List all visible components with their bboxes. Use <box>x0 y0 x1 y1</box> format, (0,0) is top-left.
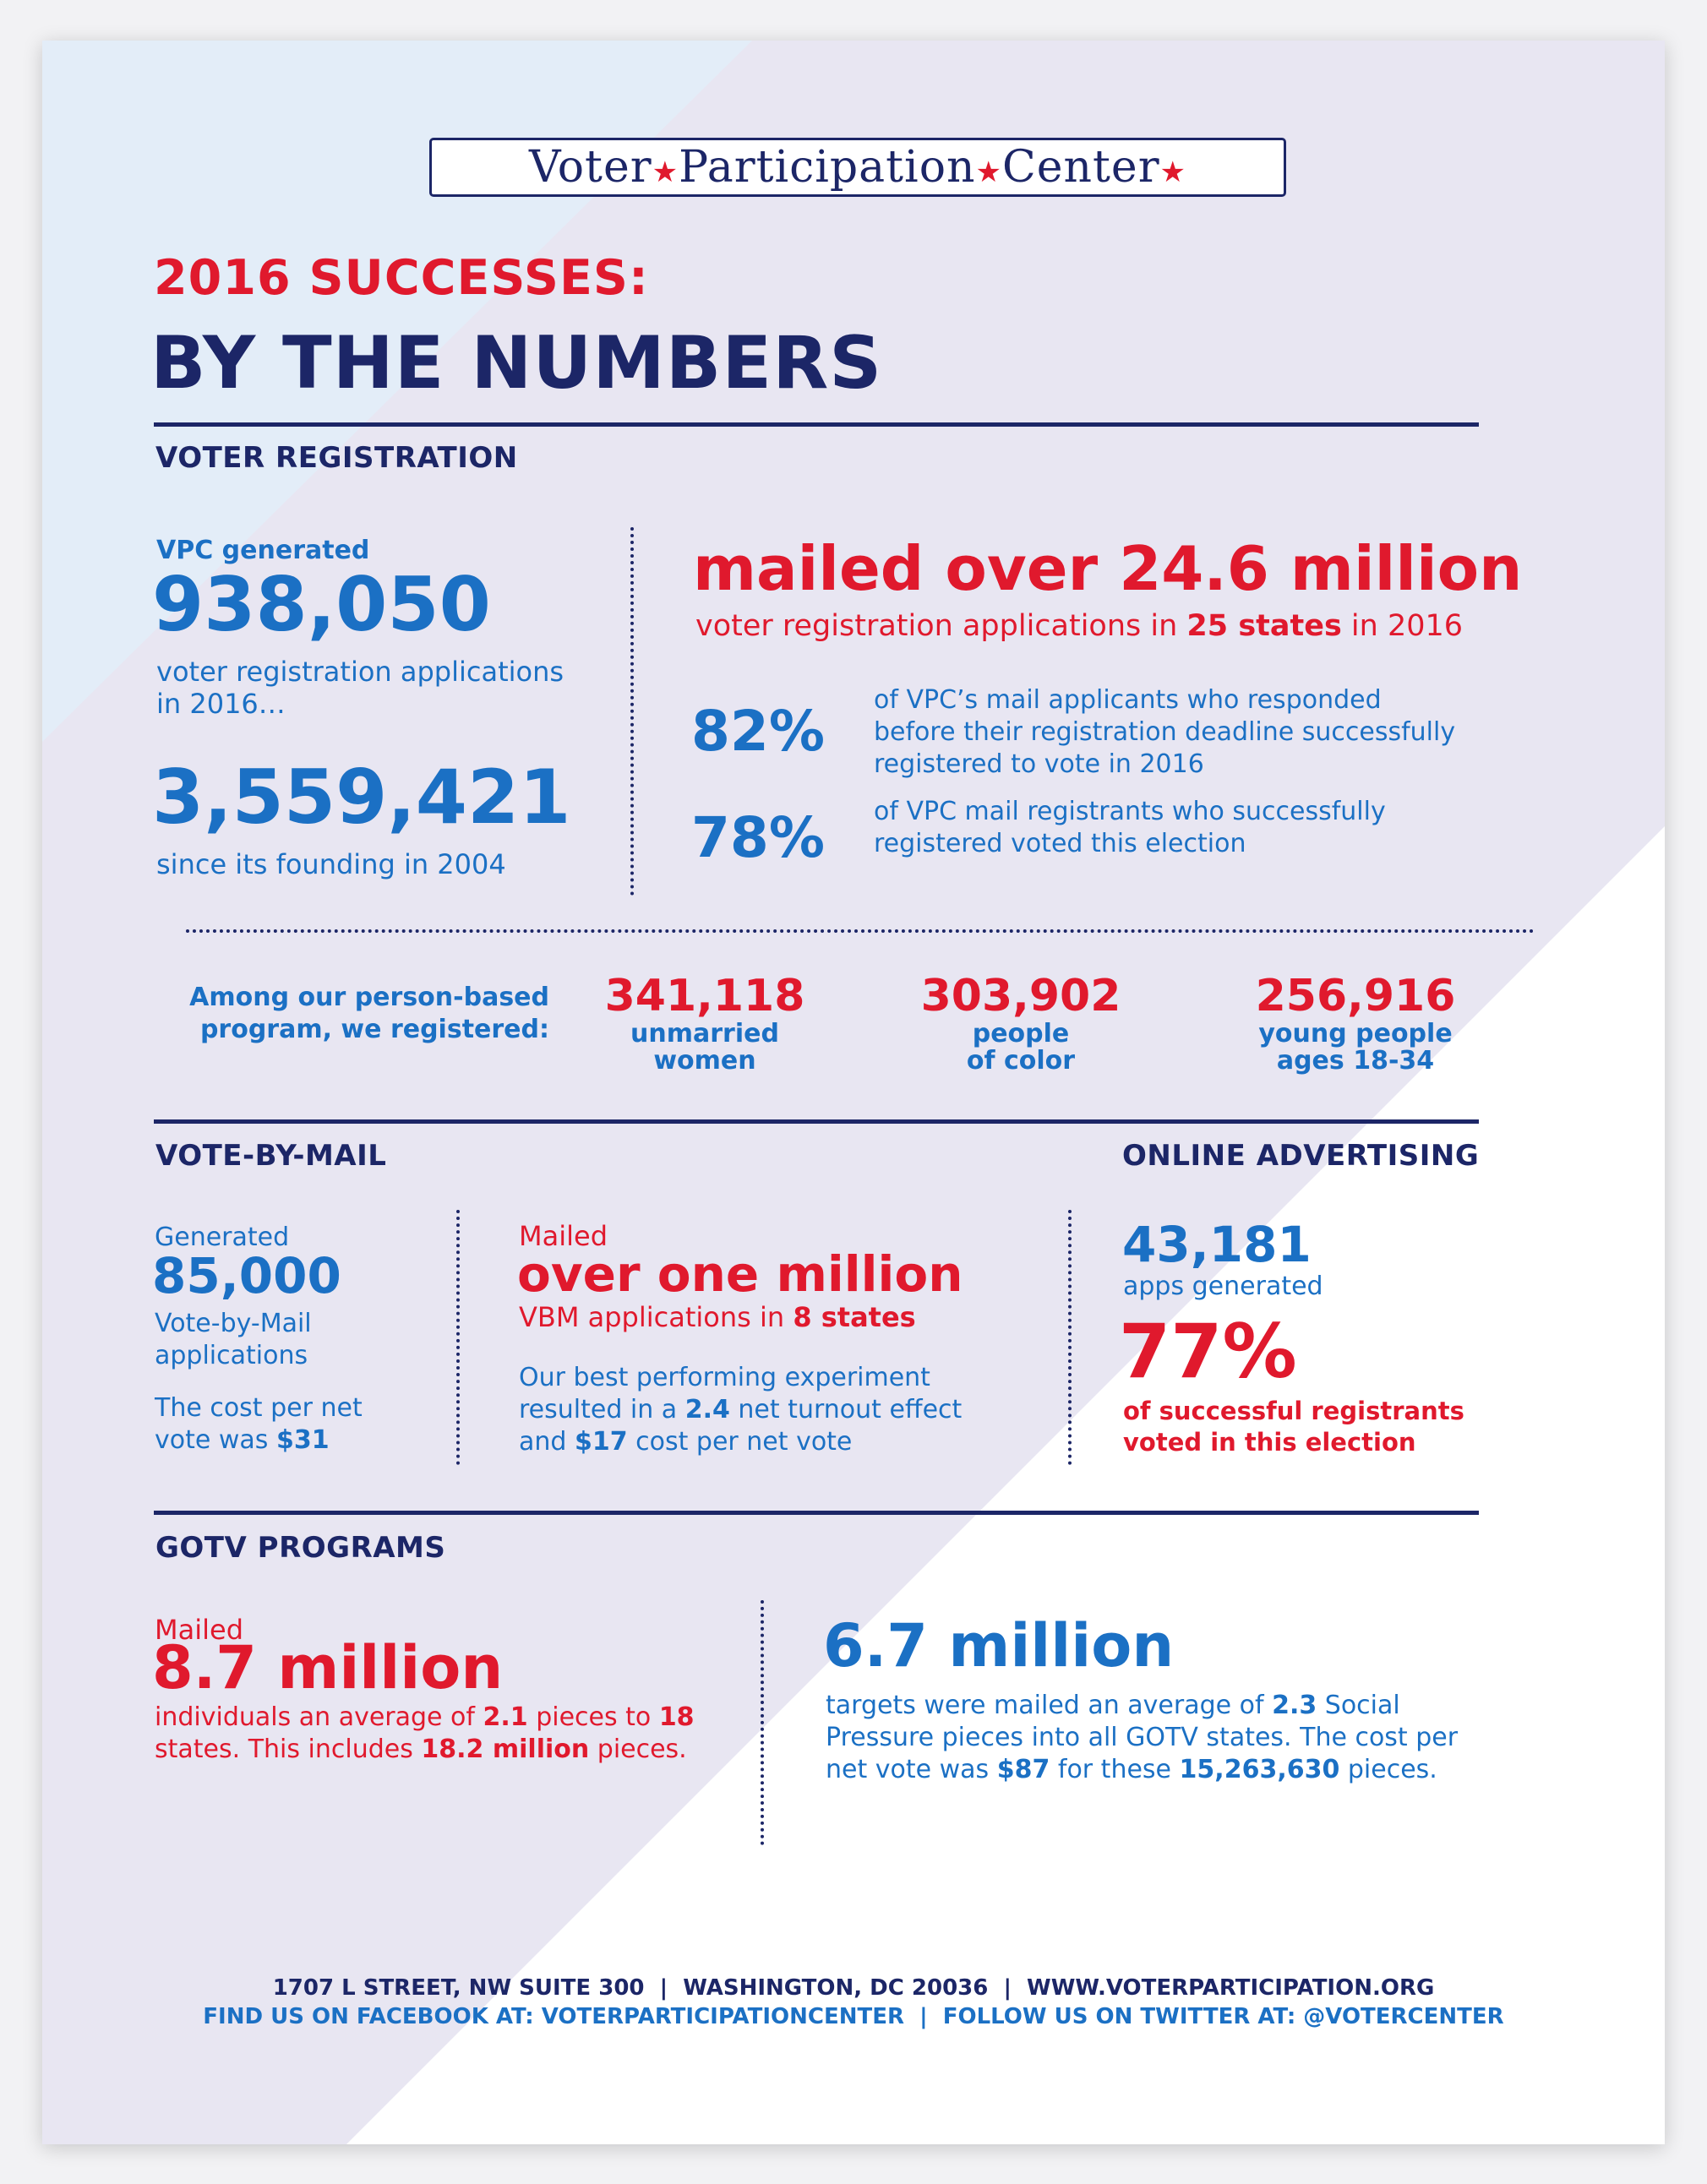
vbm-mailed-label: Mailed <box>519 1220 608 1252</box>
person-based-intro: Among our person-based program, we regis… <box>189 983 549 1044</box>
group-people-of-color: 303,902 people of color <box>894 972 1148 1075</box>
vbm-generated-label: Generated <box>155 1223 290 1252</box>
group-label: people of color <box>966 1019 1076 1076</box>
since-founding-desc: since its founding in 2004 <box>156 848 506 880</box>
footer-address: 1707 L STREET, NW SUITE 300 | WASHINGTON… <box>272 1975 1435 2001</box>
stat-82-value: 82% <box>691 699 825 764</box>
group-value: 303,902 <box>920 971 1121 1021</box>
since-founding-value: 3,559,421 <box>152 754 571 841</box>
vbm-generated-desc: Vote-by-Mail applications <box>155 1309 312 1370</box>
section-heading-vote-by-mail: VOTE-BY-MAIL <box>155 1139 387 1173</box>
gotv-mailed-label: Mailed <box>155 1614 243 1646</box>
stat-82-desc: of VPC’s mail applicants who responded b… <box>874 685 1456 779</box>
background-diagonals <box>42 41 1665 2144</box>
gotv-targets-desc: targets were mailed an average of 2.3 So… <box>826 1691 1459 1784</box>
logo-word-participation: Participation <box>679 142 976 193</box>
vbm-generated-value: 85,000 <box>152 1247 341 1304</box>
star-icon: ★ <box>975 155 1002 189</box>
flyer-page: Voter★Participation★Center★ 2016 SUCCESS… <box>42 41 1665 2144</box>
successful-registrants-desc: of successful registrants voted in this … <box>1123 1397 1464 1457</box>
group-label: unmarried women <box>630 1019 779 1076</box>
gotv-mailed-desc: individuals an average of 2.1 pieces to … <box>155 1702 695 1764</box>
column-divider <box>630 527 634 896</box>
apps-value: 43,181 <box>1122 1216 1312 1273</box>
group-young-people: 256,916 young people ages 18-34 <box>1220 972 1491 1075</box>
section-heading-online-advertising: ONLINE ADVERTISING <box>1122 1139 1480 1173</box>
vpc-generated-label: VPC generated <box>156 536 370 565</box>
dotted-divider <box>186 929 1535 933</box>
gotv-targets-value: 6.7 million <box>823 1611 1175 1680</box>
footer-social: FIND US ON FACEBOOK AT: VOTERPARTICIPATI… <box>203 2004 1504 2029</box>
logo-word-voter: Voter <box>528 142 652 193</box>
generated-desc: voter registration applications in 2016… <box>156 656 564 720</box>
column-divider <box>456 1210 460 1465</box>
column-divider <box>1068 1210 1072 1465</box>
section-divider <box>154 1119 1479 1124</box>
section-heading-gotv: GOTV PROGRAMS <box>155 1531 446 1565</box>
generated-value: 938,050 <box>152 561 491 648</box>
mailed-desc: voter registration applications in 25 st… <box>695 609 1464 643</box>
group-unmarried-women: 341,118 unmarried women <box>578 972 832 1075</box>
logo-word-center: Center <box>1001 142 1160 193</box>
page-kicker: 2016 SUCCESSES: <box>154 250 649 306</box>
apps-desc: apps generated <box>1123 1272 1323 1301</box>
group-label: young people ages 18-34 <box>1258 1019 1453 1076</box>
successful-registrants-pct: 77% <box>1119 1308 1297 1395</box>
vbm-cost-desc: The cost per net vote was $31 <box>155 1393 363 1455</box>
stat-78-value: 78% <box>691 805 825 870</box>
vbm-experiment-desc: Our best performing experiment resulted … <box>519 1363 963 1457</box>
group-value: 341,118 <box>604 971 805 1021</box>
section-heading-voter-registration: VOTER REGISTRATION <box>155 441 518 475</box>
section-divider <box>154 422 1479 427</box>
vbm-mailed-desc: VBM applications in 8 states <box>519 1301 916 1333</box>
mailed-headline: mailed over 24.6 million <box>693 533 1523 604</box>
vpc-logo: Voter★Participation★Center★ <box>429 138 1286 197</box>
section-divider <box>154 1511 1479 1515</box>
gotv-mailed-value: 8.7 million <box>152 1633 504 1702</box>
group-value: 256,916 <box>1255 971 1456 1021</box>
star-icon: ★ <box>1159 155 1187 189</box>
column-divider <box>761 1600 764 1845</box>
vbm-mailed-headline: over one million <box>517 1245 963 1303</box>
page-title: BY THE NUMBERS <box>150 321 883 406</box>
star-icon: ★ <box>652 155 679 189</box>
stat-78-desc: of VPC mail registrants who successfully… <box>874 797 1386 858</box>
